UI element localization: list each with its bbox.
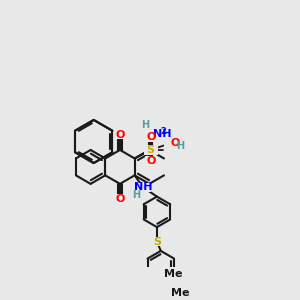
Text: NH: NH xyxy=(134,182,152,192)
Bar xyxy=(145,156,156,166)
Text: Me: Me xyxy=(164,269,182,279)
Text: O: O xyxy=(146,156,155,166)
Text: H: H xyxy=(141,120,149,130)
Bar xyxy=(144,130,165,141)
Text: H: H xyxy=(132,190,140,200)
Bar xyxy=(165,289,177,298)
Text: O: O xyxy=(115,194,124,204)
Text: S: S xyxy=(153,236,161,247)
Bar xyxy=(115,194,125,204)
Bar xyxy=(145,133,156,142)
Bar xyxy=(164,138,181,147)
Text: H: H xyxy=(176,141,184,152)
Bar xyxy=(115,130,125,139)
Text: O: O xyxy=(115,130,124,140)
Bar xyxy=(152,237,162,246)
Bar xyxy=(144,145,158,155)
Bar xyxy=(158,269,170,278)
Text: O: O xyxy=(171,138,180,148)
Text: O: O xyxy=(146,132,155,142)
Text: Me: Me xyxy=(171,288,190,298)
Text: 2: 2 xyxy=(160,127,166,136)
Bar xyxy=(135,183,151,192)
Text: S: S xyxy=(147,145,155,155)
Text: NH: NH xyxy=(153,129,171,139)
